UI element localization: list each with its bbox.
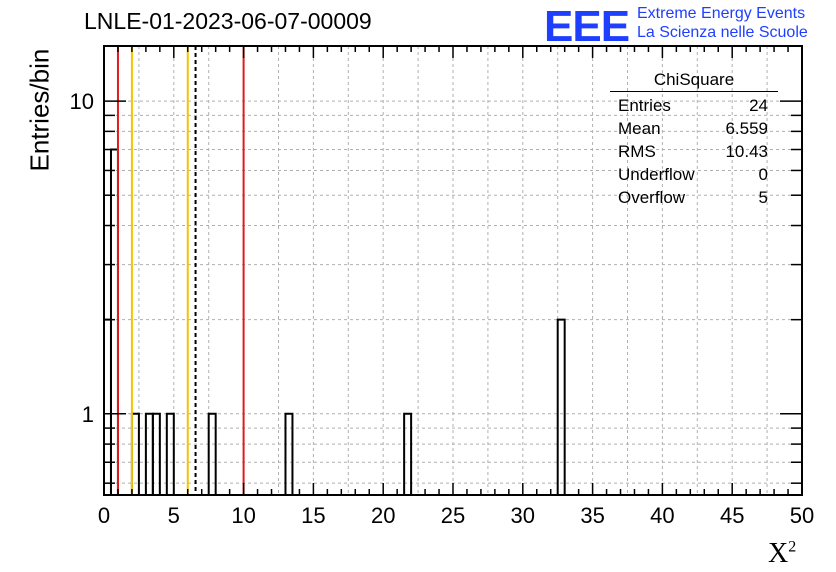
- x-tick-label: 15: [301, 503, 325, 528]
- logo-tagline-2: La Scienza nelle Scuole: [637, 24, 808, 41]
- x-tick-label: 50: [790, 503, 814, 528]
- x-axis-label-superscript: 2: [788, 538, 797, 556]
- x-tick-label: 5: [168, 503, 180, 528]
- x-tick-label: 30: [511, 503, 535, 528]
- eee-logo: EEE: [544, 2, 630, 51]
- stats-row-rms: RMS 10.43: [610, 140, 778, 163]
- stats-value: 6.559: [725, 119, 768, 138]
- stats-box: ChiSquare Entries 24 Mean 6.559 RMS 10.4…: [610, 70, 778, 209]
- histogram-bin: [284, 412, 294, 495]
- y-tick-label: 1: [82, 402, 94, 427]
- histogram-bin: [207, 412, 217, 495]
- histogram-bin: [103, 318, 112, 495]
- y-tick-label: 10: [70, 89, 94, 114]
- stats-label: Entries: [618, 96, 671, 115]
- stats-label: RMS: [618, 142, 656, 161]
- x-axis-label: X2: [768, 538, 796, 570]
- stats-value: 24: [749, 96, 768, 115]
- x-tick-label: 25: [441, 503, 465, 528]
- stats-row-entries: Entries 24: [610, 94, 778, 117]
- y-axis-label: Entries/bin: [24, 48, 55, 172]
- x-tick-label: 0: [98, 503, 110, 528]
- stats-box-name: ChiSquare: [610, 70, 778, 92]
- histogram-bin: [151, 412, 161, 495]
- stats-label: Mean: [618, 119, 661, 138]
- stats-row-overflow: Overflow 5: [610, 186, 778, 209]
- histogram-bin: [165, 412, 175, 495]
- stats-row-mean: Mean 6.559: [610, 117, 778, 140]
- histogram-bin: [109, 148, 119, 495]
- x-tick-label: 10: [231, 503, 255, 528]
- chart-title: LNLE-01-2023-06-07-00009: [84, 8, 372, 34]
- x-tick-label: 20: [371, 503, 395, 528]
- histogram-bin: [556, 318, 566, 495]
- stats-label: Overflow: [618, 188, 686, 207]
- histogram-bin: [403, 412, 413, 495]
- stats-value: 0: [758, 165, 768, 184]
- x-tick-label: 40: [650, 503, 674, 528]
- stats-value: 10.43: [725, 142, 768, 161]
- x-tick-label: 35: [580, 503, 604, 528]
- stats-label: Underflow: [618, 165, 695, 184]
- x-axis-label-base: X: [768, 538, 789, 569]
- logo-tagline-1: Extreme Energy Events: [637, 5, 806, 22]
- stats-value: 5: [758, 188, 768, 207]
- stats-row-underflow: Underflow 0: [610, 163, 778, 186]
- x-tick-label: 45: [720, 503, 744, 528]
